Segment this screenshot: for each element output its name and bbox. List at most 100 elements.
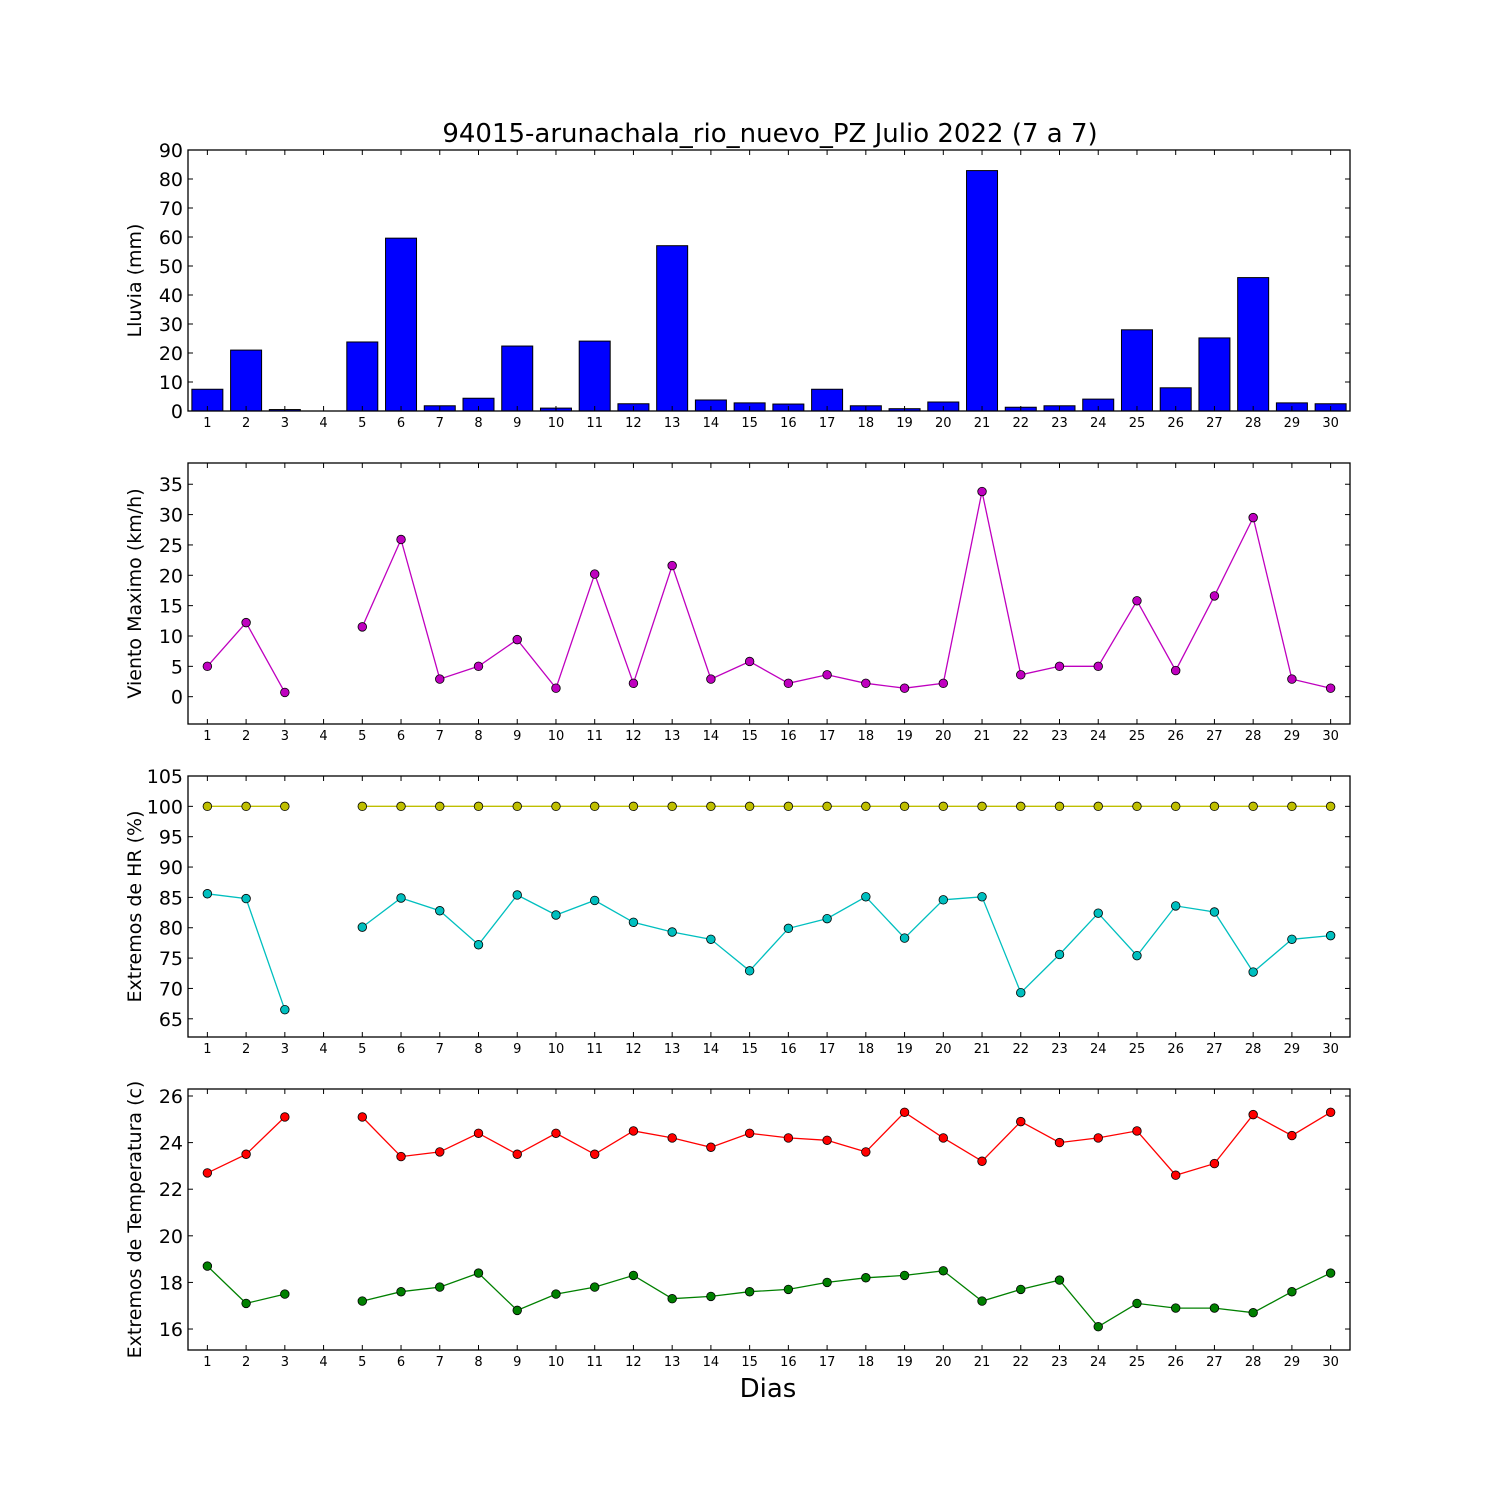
temperature-series-1-point-day-11 xyxy=(590,1282,600,1292)
humidity-series-0-point-day-14 xyxy=(706,801,716,812)
temperature-series-0-point-day-9 xyxy=(512,1149,522,1159)
humidity-series-0-point-day-8 xyxy=(473,801,484,812)
rain-x-tick-label: 20 xyxy=(935,416,952,431)
humidity-series-1-point-day-22 xyxy=(1016,987,1026,998)
rain-x-tick-label: 26 xyxy=(1167,416,1184,431)
rain-x-tick-label: 1 xyxy=(203,416,211,431)
rain-x-tick-label: 21 xyxy=(974,416,991,431)
humidity-series-0-point-day-10 xyxy=(551,801,561,812)
humidity-series-0-point-day-5 xyxy=(357,801,368,812)
rain-y-tick-label: 40 xyxy=(159,285,183,307)
wind-y-tick-label: 35 xyxy=(159,474,183,496)
temperature-series-1-point-day-27 xyxy=(1209,1303,1220,1313)
temperature-series-1-point-day-6 xyxy=(396,1287,406,1297)
temperature-x-tick-label: 28 xyxy=(1245,1355,1262,1370)
temperature-x-tick-label: 27 xyxy=(1206,1355,1223,1370)
humidity-x-tick-label: 11 xyxy=(586,1042,603,1057)
temperature-x-tick-label: 9 xyxy=(513,1355,521,1370)
temperature-series-1-point-day-29 xyxy=(1287,1287,1297,1297)
temperature-series-1-point-day-24 xyxy=(1093,1321,1103,1332)
humidity-series-1-line xyxy=(361,894,1331,994)
humidity-series-0-point-day-6 xyxy=(396,801,406,812)
wind-series-0-point-day-12 xyxy=(628,678,639,689)
wind-x-tick-label: 24 xyxy=(1090,729,1107,744)
temperature-series-0-point-day-12 xyxy=(628,1126,639,1136)
humidity-series-1-point-day-23 xyxy=(1054,949,1065,960)
wind-y-tick-label: 0 xyxy=(171,687,183,709)
temperature-series-0-point-day-11 xyxy=(590,1149,600,1159)
temperature-panel: 1 2 3 4 5 6 7 8 9 10 11 12 13 14 15 16 17 18 19 20 21 22 23 24 2… xyxy=(124,1081,1351,1370)
humidity-series-1-point-day-12 xyxy=(628,917,639,927)
rain-bar-day-9 xyxy=(501,345,534,412)
rain-x-tick-label: 9 xyxy=(513,416,521,431)
wind-series-0-point-day-20 xyxy=(938,678,949,689)
temperature-series-0-point-day-15 xyxy=(744,1128,755,1138)
humidity-series-1-point-day-14 xyxy=(706,934,716,944)
wind-series-0-point-day-28 xyxy=(1248,512,1258,523)
wind-y-tick-label: 20 xyxy=(159,565,183,587)
temperature-series-1-point-day-18 xyxy=(861,1273,871,1283)
humidity-x-tick-label: 15 xyxy=(741,1042,758,1057)
wind-series-0-point-day-22 xyxy=(1016,670,1026,680)
temperature-series-0-point-day-8 xyxy=(473,1128,484,1138)
wind-series-0-point-day-16 xyxy=(783,678,794,689)
humidity-x-tick-label: 21 xyxy=(974,1042,991,1057)
humidity-axes-frame xyxy=(187,775,1351,1038)
wind-x-tick-label: 8 xyxy=(474,729,482,744)
humidity-series-0-point-day-23 xyxy=(1054,801,1065,812)
rain-x-tick-label: 11 xyxy=(586,416,603,431)
temperature-x-tick-label: 30 xyxy=(1322,1355,1339,1370)
humidity-series-0-point-day-1 xyxy=(202,801,213,812)
wind-y-tick-label: 15 xyxy=(159,596,183,618)
humidity-series-0-point-day-11 xyxy=(590,801,600,812)
humidity-series-0-point-day-17 xyxy=(822,801,832,812)
humidity-series-0-point-day-18 xyxy=(861,801,871,812)
humidity-series-0-point-day-3 xyxy=(280,801,290,812)
rain-x-tick-label: 16 xyxy=(780,416,797,431)
x-axis-label: Dias xyxy=(740,1374,797,1404)
rain-x-tick-label: 30 xyxy=(1322,416,1339,431)
wind-series-0-point-day-13 xyxy=(667,560,677,571)
temperature-x-tick-label: 16 xyxy=(780,1355,797,1370)
rain-y-tick-label: 50 xyxy=(159,256,183,278)
temperature-series-1-point-day-30 xyxy=(1325,1268,1336,1278)
humidity-series-0-point-day-7 xyxy=(435,801,445,812)
rain-x-tick-label: 22 xyxy=(1012,416,1029,431)
wind-series-0-point-day-2 xyxy=(241,617,251,628)
humidity-panel: 1 2 3 4 5 6 7 8 9 10 11 12 13 14 15 16 17 18 19 20 21 22 23 24 2… xyxy=(124,766,1351,1057)
wind-x-tick-label: 29 xyxy=(1284,729,1301,744)
temperature-x-tick-label: 19 xyxy=(896,1355,913,1370)
temperature-series-1-point-day-1 xyxy=(202,1261,213,1271)
wind-x-tick-label: 1 xyxy=(203,729,211,744)
temperature-x-tick-label: 26 xyxy=(1167,1355,1184,1370)
wind-x-tick-label: 10 xyxy=(548,729,565,744)
rain-x-tick-label: 5 xyxy=(358,416,366,431)
humidity-x-tick-label: 25 xyxy=(1129,1042,1146,1057)
rain-bar-day-5 xyxy=(346,341,379,412)
humidity-x-tick-label: 13 xyxy=(664,1042,681,1057)
temperature-series-1-point-day-12 xyxy=(628,1270,639,1281)
rain-x-tick-label: 6 xyxy=(397,416,405,431)
humidity-series-0-point-day-30 xyxy=(1325,801,1336,812)
humidity-series-1-point-day-20 xyxy=(938,895,949,905)
humidity-series-1-point-day-15 xyxy=(744,966,755,976)
temperature-series-0-point-day-28 xyxy=(1248,1109,1258,1120)
rain-y-tick-label: 90 xyxy=(159,140,183,162)
temperature-x-tick-label: 4 xyxy=(319,1355,327,1370)
temperature-series-1-point-day-8 xyxy=(473,1268,484,1278)
temperature-series-1-point-day-10 xyxy=(551,1289,561,1299)
temperature-y-tick-label: 22 xyxy=(159,1179,183,1201)
rain-x-tick-label: 3 xyxy=(281,416,289,431)
wind-x-tick-label: 16 xyxy=(780,729,797,744)
rain-y-tick-label: 0 xyxy=(171,401,183,423)
rain-y-tick-label: 30 xyxy=(159,314,183,336)
humidity-series-1-point-day-19 xyxy=(899,933,910,943)
rain-bar-day-6 xyxy=(385,237,418,412)
temperature-series-0-point-day-17 xyxy=(822,1135,832,1145)
rain-y-tick-label: 20 xyxy=(159,343,183,365)
temperature-x-tick-label: 15 xyxy=(741,1355,758,1370)
temperature-y-axis-label: Extremos de Temperatura (c) xyxy=(124,1081,146,1359)
wind-series-0-point-day-17 xyxy=(822,670,832,680)
humidity-x-tick-label: 27 xyxy=(1206,1042,1223,1057)
wind-series-0-point-day-18 xyxy=(861,678,871,689)
